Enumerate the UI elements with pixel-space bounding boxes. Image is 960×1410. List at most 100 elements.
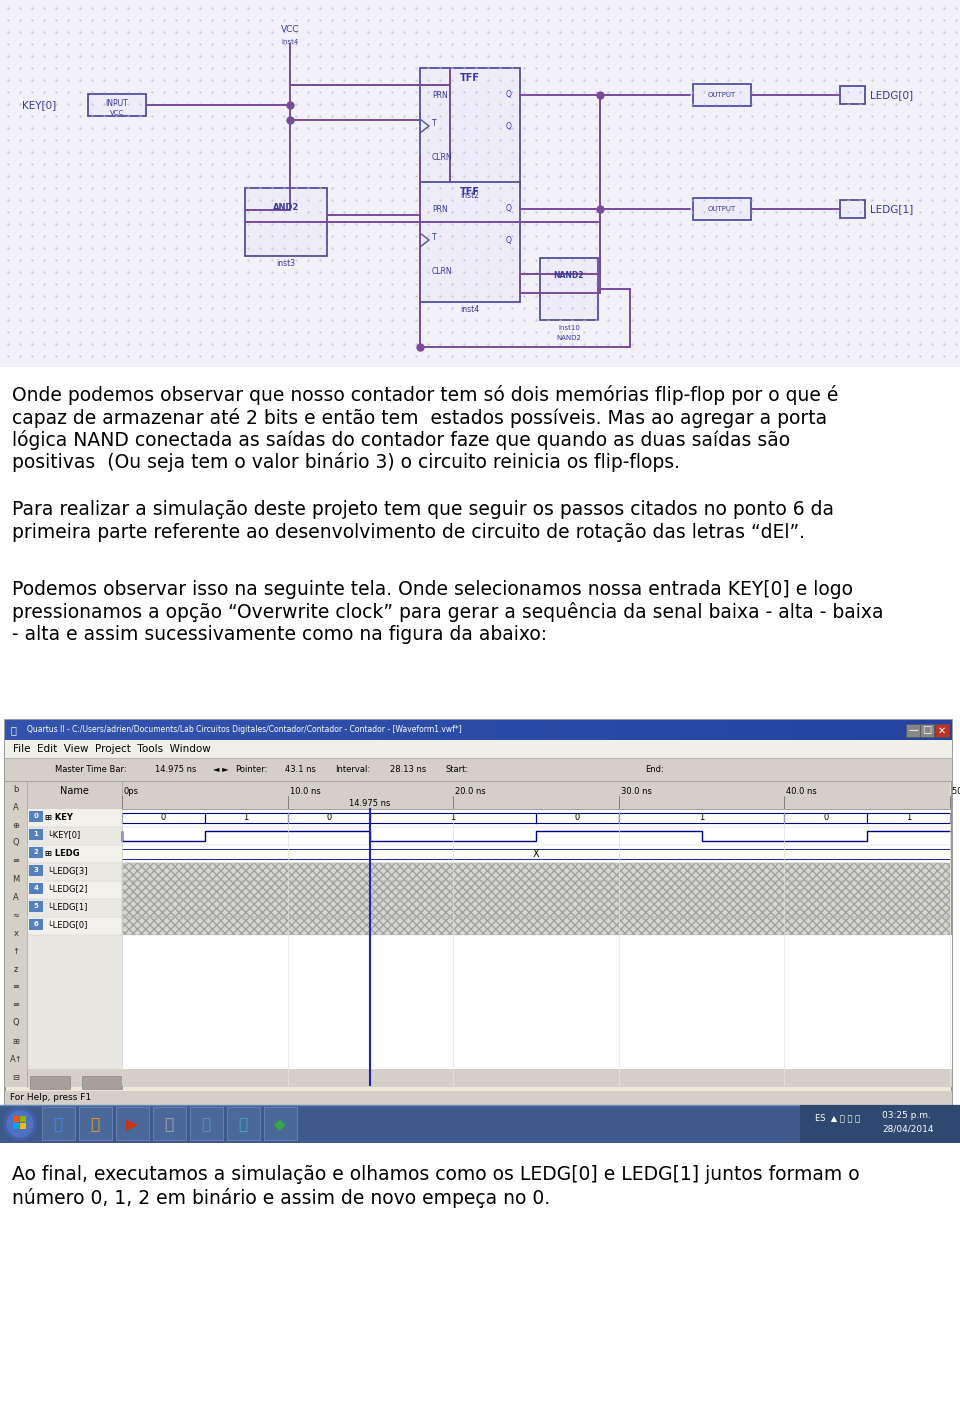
Bar [400,721,401,740]
Bar [119,721,120,740]
Bar [349,721,350,740]
Bar [685,721,686,740]
Bar [227,1107,260,1141]
Text: 5: 5 [34,904,38,909]
Bar [833,721,834,740]
Text: 0: 0 [575,814,580,822]
Bar [511,721,512,740]
Bar [662,721,663,740]
Bar [562,721,563,740]
Bar [542,721,543,740]
Bar [29,901,43,912]
Bar [853,721,854,740]
Bar [847,721,848,740]
Bar [724,721,725,740]
Bar [889,721,890,740]
Bar [948,721,949,740]
Bar [720,721,721,740]
Bar [174,721,175,740]
Bar [450,721,451,740]
Bar [282,721,283,740]
Bar [753,721,754,740]
Bar [555,721,556,740]
Bar [862,721,863,740]
Bar [426,721,427,740]
Bar [605,721,606,740]
Text: 1: 1 [244,814,249,822]
Bar [731,721,732,740]
Bar [898,721,899,740]
Bar [616,721,617,740]
Bar [266,721,267,740]
Bar [498,721,499,740]
Bar [0,0,960,367]
Bar [418,721,419,740]
Bar [668,721,669,740]
Bar [681,721,682,740]
Bar [529,721,530,740]
Bar [26,721,27,740]
Bar [751,721,752,740]
Bar [644,721,645,740]
Bar [27,809,122,828]
Bar [890,721,891,740]
Bar [238,721,239,740]
Bar [162,721,163,740]
Text: número 0, 1, 2 em binário e assim de novo empeça no 0.: número 0, 1, 2 em binário e assim de nov… [12,1187,550,1207]
Bar [702,721,703,740]
Bar [251,721,252,740]
Bar [105,721,106,740]
Bar [530,721,531,740]
Bar [828,721,829,740]
Bar [140,721,141,740]
Bar [716,721,717,740]
Bar [133,721,134,740]
Bar [279,721,280,740]
Bar [620,721,621,740]
Bar [24,721,25,740]
Bar [545,721,546,740]
Bar [82,1076,122,1089]
Bar [214,721,215,740]
Bar [29,864,43,876]
Bar [521,721,522,740]
Bar [936,721,937,740]
Bar [419,721,420,740]
Bar [142,721,143,740]
Bar [295,721,296,740]
Bar [95,721,96,740]
Bar [474,721,475,740]
Bar [568,721,569,740]
Bar [221,721,222,740]
Bar [804,721,805,740]
Bar [318,721,319,740]
Bar [434,721,435,740]
Bar [741,721,742,740]
Bar [332,721,333,740]
Bar [522,721,523,740]
Bar [928,721,929,740]
Bar [333,721,334,740]
Bar [231,721,232,740]
Bar [131,721,132,740]
Bar [249,721,250,740]
Bar [711,721,712,740]
Bar [407,721,408,740]
Bar [943,721,944,740]
Bar [319,721,320,740]
Bar [331,721,332,740]
Bar [122,845,950,863]
Bar [207,721,208,740]
Text: ⊕: ⊕ [12,821,19,829]
Bar [120,721,121,740]
Bar [268,721,269,740]
Bar [250,721,251,740]
Bar [693,721,694,740]
Bar [27,935,122,1086]
Bar [122,916,950,935]
Bar [479,721,480,740]
Bar [841,721,842,740]
Bar [743,721,744,740]
Text: For Help, press F1: For Help, press F1 [10,1094,91,1103]
Bar [915,721,916,740]
